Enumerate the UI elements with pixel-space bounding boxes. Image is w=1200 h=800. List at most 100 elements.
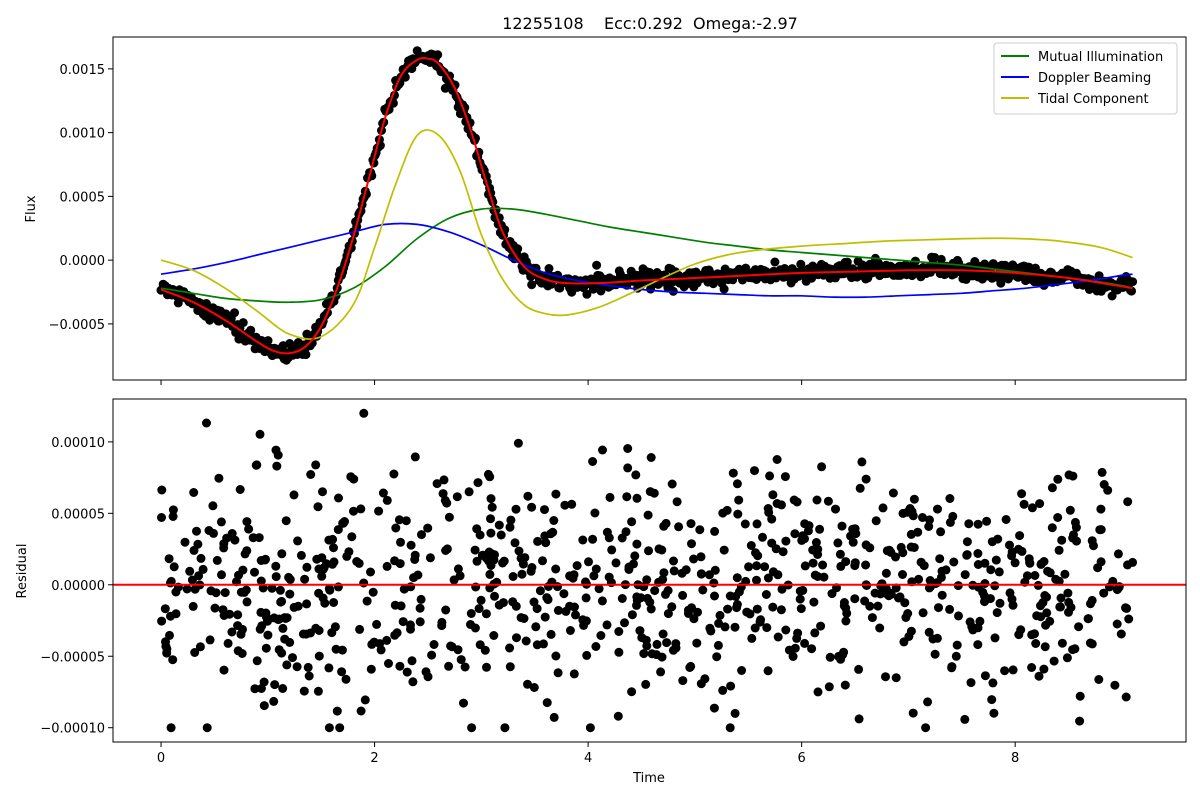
- residual-point: [233, 610, 243, 620]
- residual-point: [1053, 513, 1063, 522]
- residual-point: [195, 642, 205, 652]
- residual-point: [621, 527, 631, 537]
- residual-point: [747, 633, 757, 643]
- residual-point: [685, 663, 695, 672]
- residual-point: [318, 593, 328, 603]
- residual-point: [1027, 663, 1037, 672]
- residual-point: [280, 634, 290, 644]
- residual-point: [1068, 471, 1078, 481]
- residual-point: [408, 677, 418, 687]
- residual-point: [1008, 600, 1018, 610]
- residual-point: [519, 614, 529, 623]
- residual-point: [730, 622, 740, 632]
- residual-point: [1060, 569, 1070, 579]
- residual-point: [529, 683, 539, 692]
- residual-point: [1096, 504, 1106, 514]
- residual-point: [1042, 608, 1052, 618]
- residual-point: [510, 538, 520, 548]
- residual-point: [242, 597, 252, 607]
- residual-point: [656, 667, 666, 677]
- residual-point: [1049, 656, 1059, 666]
- residual-point: [873, 601, 883, 611]
- residual-point: [526, 566, 536, 576]
- residual-point: [578, 535, 588, 545]
- residual-point: [602, 620, 612, 630]
- residual-point: [646, 604, 656, 614]
- legend: Mutual Illumination Doppler Beaming Tida…: [993, 42, 1178, 115]
- residual-point: [878, 503, 888, 513]
- residual-point: [813, 544, 823, 554]
- residual-point: [991, 555, 1001, 565]
- residual-point: [763, 573, 773, 583]
- residual-point: [355, 624, 365, 634]
- residual-point: [800, 638, 810, 648]
- residual-point: [356, 504, 366, 514]
- residual-point: [582, 650, 592, 660]
- residual-point: [511, 504, 521, 514]
- top-axes-frame: [112, 36, 1187, 381]
- residual-point: [1087, 639, 1097, 649]
- residual-point: [746, 541, 756, 550]
- residual-point: [710, 591, 719, 601]
- residual-point: [726, 681, 736, 691]
- top-y-tick-label: 0.0010: [60, 127, 106, 142]
- residual-point: [1040, 642, 1050, 652]
- residual-point: [368, 587, 378, 597]
- residual-point: [925, 515, 934, 525]
- residual-point: [812, 495, 822, 505]
- residual-point: [332, 706, 342, 716]
- residual-point: [168, 512, 178, 521]
- residual-point: [924, 627, 934, 637]
- residual-point: [300, 574, 310, 584]
- residual-point: [486, 494, 496, 504]
- residual-point: [318, 564, 328, 574]
- residual-point: [780, 472, 790, 482]
- residual-point: [259, 677, 269, 687]
- residual-point: [914, 574, 924, 584]
- residual-point: [588, 534, 598, 544]
- residual-point: [923, 697, 933, 707]
- residual-point: [642, 575, 652, 585]
- residual-point: [1121, 692, 1131, 702]
- residual-point: [732, 573, 742, 583]
- residual-point: [713, 640, 723, 650]
- residual-point: [732, 603, 742, 613]
- residual-point: [169, 562, 179, 572]
- residual-point: [667, 479, 677, 489]
- residual-point: [718, 685, 728, 695]
- residual-point: [720, 622, 730, 632]
- residual-point: [945, 604, 955, 614]
- residual-point: [1010, 558, 1020, 568]
- residual-point: [1113, 549, 1123, 559]
- residual-point: [271, 572, 281, 582]
- residual-point: [366, 664, 376, 674]
- residual-point: [303, 662, 313, 672]
- residual-point: [598, 445, 607, 455]
- residual-point: [572, 561, 582, 571]
- bottom-y-tick-label: −0.00005: [40, 650, 105, 665]
- residual-point: [505, 662, 515, 672]
- residual-point: [980, 558, 990, 568]
- residual-point: [781, 625, 791, 635]
- residual-point: [778, 547, 788, 557]
- residual-point: [641, 679, 651, 689]
- residual-point: [762, 623, 772, 633]
- residual-point: [1116, 629, 1126, 639]
- residual-point: [284, 572, 294, 582]
- top-y-tick-label: 0.0005: [60, 190, 106, 205]
- residual-point: [1083, 614, 1093, 624]
- residual-point: [216, 517, 226, 527]
- residual-point: [772, 499, 782, 508]
- x-axis-label: Time: [632, 771, 665, 786]
- flux-point: [230, 308, 239, 318]
- residual-point: [1036, 559, 1046, 569]
- residual-point: [165, 630, 174, 640]
- top-y-tick-label: 0.0000: [60, 254, 106, 269]
- residual-point: [407, 656, 417, 666]
- residual-point: [836, 561, 846, 571]
- residual-point: [204, 526, 214, 535]
- residual-point: [712, 652, 722, 662]
- top-y-axis-label: Flux: [24, 195, 39, 222]
- residual-point: [632, 493, 642, 503]
- residual-point: [532, 640, 542, 650]
